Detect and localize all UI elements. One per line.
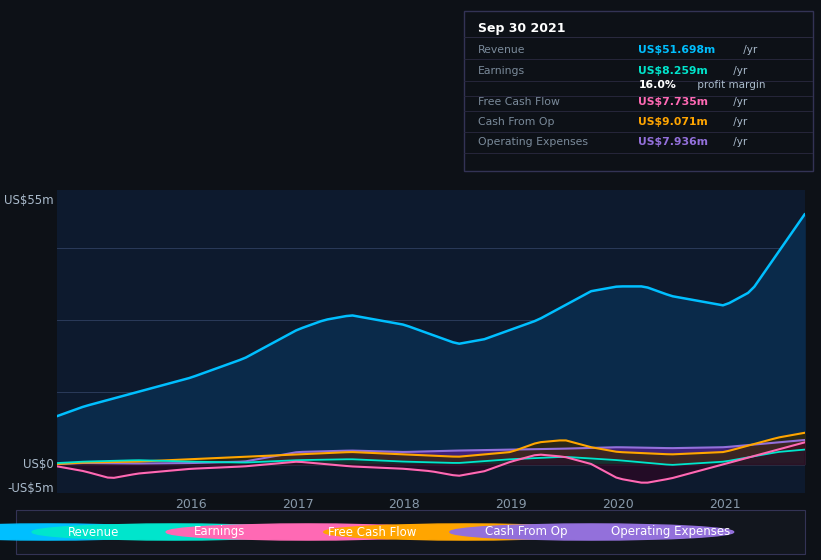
Text: 16.0%: 16.0% (639, 81, 677, 90)
Circle shape (450, 524, 734, 540)
Text: Earnings: Earnings (478, 66, 525, 76)
Text: Sep 30 2021: Sep 30 2021 (478, 22, 566, 35)
Text: Revenue: Revenue (67, 525, 119, 539)
Text: US$0: US$0 (23, 458, 53, 470)
Circle shape (166, 524, 450, 540)
FancyBboxPatch shape (16, 511, 805, 553)
Text: Operating Expenses: Operating Expenses (612, 525, 731, 539)
Text: /yr: /yr (731, 117, 748, 127)
Text: US$51.698m: US$51.698m (639, 44, 716, 54)
Text: US$55m: US$55m (4, 194, 53, 207)
Text: -US$5m: -US$5m (7, 482, 53, 494)
Text: profit margin: profit margin (695, 81, 766, 90)
Text: US$8.259m: US$8.259m (639, 66, 708, 76)
Text: Cash From Op: Cash From Op (478, 117, 554, 127)
Text: /yr: /yr (731, 66, 748, 76)
Text: Cash From Op: Cash From Op (485, 525, 568, 539)
Text: Free Cash Flow: Free Cash Flow (478, 97, 560, 107)
Circle shape (323, 524, 608, 540)
Text: US$9.071m: US$9.071m (639, 117, 708, 127)
Text: US$7.735m: US$7.735m (639, 97, 709, 107)
Circle shape (32, 524, 316, 540)
Text: Free Cash Flow: Free Cash Flow (328, 525, 416, 539)
Text: /yr: /yr (740, 44, 757, 54)
Text: Earnings: Earnings (194, 525, 245, 539)
Text: /yr: /yr (731, 97, 748, 107)
Text: US$7.936m: US$7.936m (639, 137, 709, 147)
Text: /yr: /yr (731, 137, 748, 147)
Circle shape (0, 524, 190, 540)
Text: Revenue: Revenue (478, 44, 525, 54)
Text: Operating Expenses: Operating Expenses (478, 137, 588, 147)
